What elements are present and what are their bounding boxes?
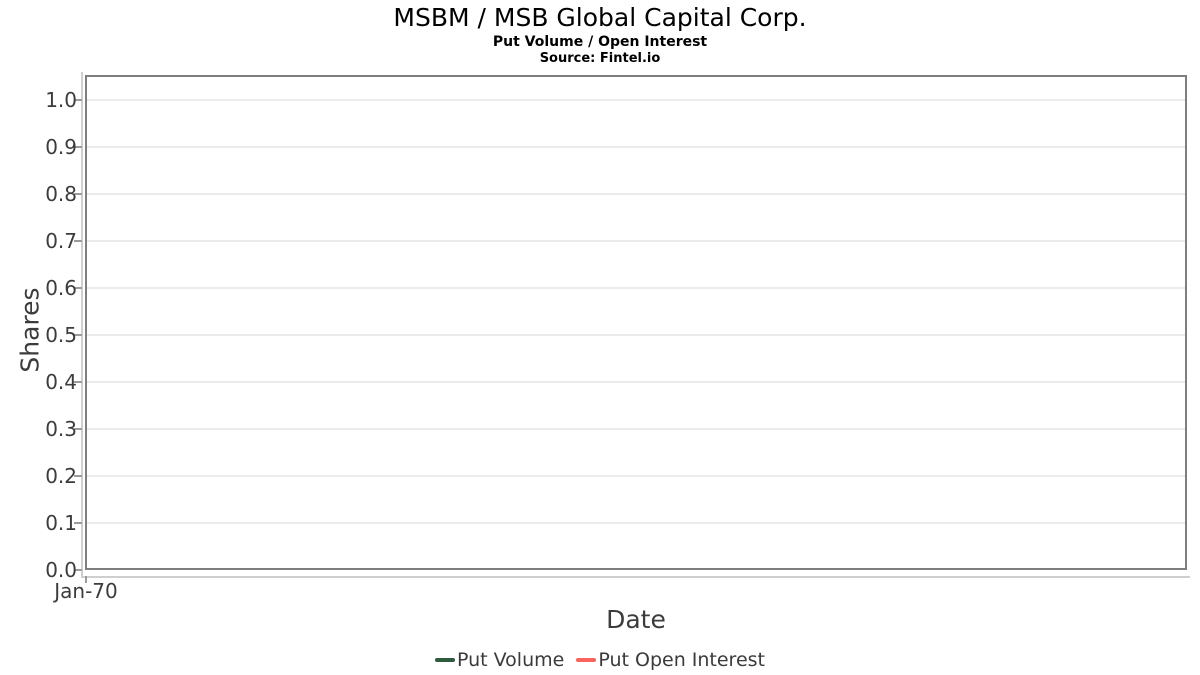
legend-item[interactable]: Put Open Interest [576,648,765,672]
y-tick-label: 0.8 [45,182,77,206]
plot-area [85,75,1187,570]
legend-series-dash-icon [435,658,455,662]
y-tick-label: 0.1 [45,511,77,535]
y-tick-mark [74,475,82,477]
y-tick-label: 0.0 [45,558,77,582]
y-tick-mark [74,522,82,524]
x-axis-line [81,576,1190,578]
y-tick-mark [74,240,82,242]
y-tick-label: 0.2 [45,464,77,488]
y-tick-mark [74,146,82,148]
gridline [87,475,1185,477]
y-tick-label: 0.4 [45,370,77,394]
chart-header: MSBM / MSB Global Capital Corp. Put Volu… [0,0,1200,67]
y-tick-mark [74,381,82,383]
y-tick-label: 1.0 [45,88,77,112]
legend-series-dash-icon [576,658,597,662]
legend-series-label: Put Volume [457,649,565,671]
chart-source: Source: Fintel.io [539,51,661,66]
y-tick-label: 0.3 [45,417,77,441]
y-tick-mark [74,99,82,101]
gridline [87,428,1185,430]
y-tick-label: 0.9 [45,135,77,159]
y-axis-line [81,72,83,577]
gridline [87,287,1185,289]
chart-title: MSBM / MSB Global Capital Corp. [393,3,807,32]
y-tick-label: 0.6 [45,276,77,300]
y-tick-mark [74,428,82,430]
y-tick-mark [74,193,82,195]
x-axis-title: Date [606,605,666,634]
y-tick-label: 0.5 [45,323,77,347]
gridline [87,334,1185,336]
gridline [87,522,1185,524]
legend: Put Volume Put Open Interest [0,646,1200,674]
legend-item[interactable]: Put Volume [435,648,564,672]
gridline [87,381,1185,383]
gridline [87,240,1185,242]
y-tick-mark [74,287,82,289]
gridline [87,99,1185,101]
gridline [87,193,1185,195]
chart-subtitle: Put Volume / Open Interest [492,34,708,50]
gridline [87,146,1185,148]
y-tick-label: 0.7 [45,229,77,253]
x-tick-label: Jan-70 [54,579,118,603]
y-tick-mark [74,569,82,571]
x-tick-mark [85,576,87,583]
legend-series-label: Put Open Interest [598,649,765,671]
y-tick-mark [74,334,82,336]
